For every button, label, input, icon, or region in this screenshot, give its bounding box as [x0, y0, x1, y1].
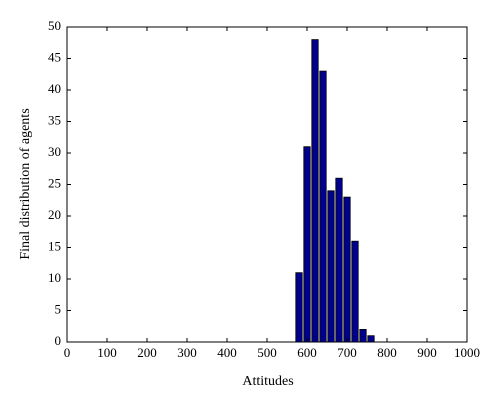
y-tick-label: 20: [48, 207, 61, 222]
x-tick-label: 500: [257, 345, 277, 360]
y-tick-label: 0: [55, 333, 62, 348]
x-tick-label: 200: [137, 345, 157, 360]
bar: [311, 39, 319, 343]
x-tick-label: 1000: [454, 345, 480, 360]
x-tick-label: 700: [337, 345, 357, 360]
x-tick-label: 800: [377, 345, 397, 360]
bar: [319, 70, 327, 343]
bar: [327, 190, 335, 343]
y-tick-label: 10: [48, 270, 61, 285]
y-tick-label: 25: [48, 175, 61, 190]
y-tick-label: 15: [48, 238, 61, 253]
bar: [295, 272, 303, 343]
bar: [303, 146, 311, 343]
x-tick-label: 900: [417, 345, 437, 360]
x-tick-label: 100: [97, 345, 117, 360]
bar: [359, 328, 367, 343]
y-tick-label: 5: [55, 301, 62, 316]
bar: [351, 240, 359, 343]
bar: [367, 335, 375, 343]
x-tick-label: 400: [217, 345, 237, 360]
x-tick-label: 600: [297, 345, 317, 360]
y-tick-label: 40: [48, 81, 61, 96]
y-axis-label: Final distribution of agents: [18, 108, 33, 259]
bar: [343, 196, 351, 343]
y-tick-label: 30: [48, 144, 61, 159]
x-tick-label: 300: [177, 345, 197, 360]
plot-frame: [66, 26, 468, 343]
x-axis-label: Attitudes: [242, 374, 293, 389]
y-tick-label: 45: [48, 49, 61, 64]
bar: [335, 177, 343, 343]
x-tick-label: 0: [64, 345, 71, 360]
y-tick-label: 35: [48, 112, 61, 127]
y-tick-label: 50: [48, 18, 61, 33]
